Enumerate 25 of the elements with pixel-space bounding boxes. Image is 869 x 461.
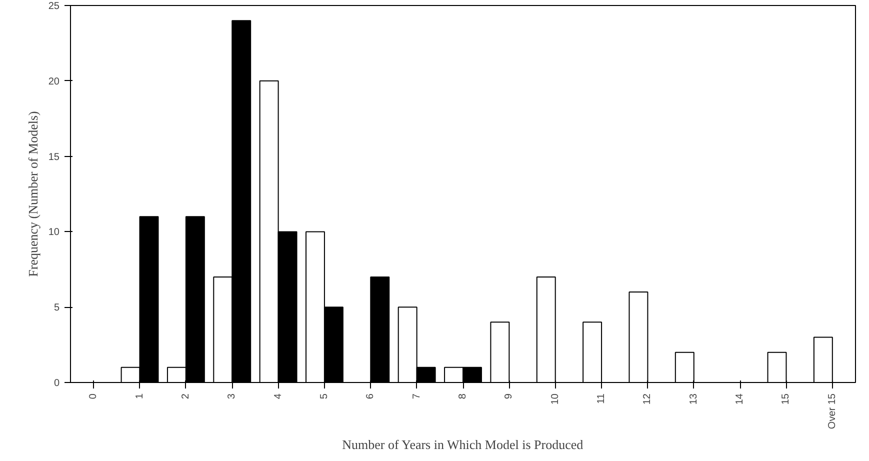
x-tick-label: 6 [365, 393, 376, 400]
y-axis-title: Frequency (Number of Models) [25, 111, 40, 277]
x-tick-label: 8 [458, 393, 468, 400]
x-tick-label: 2 [180, 393, 192, 400]
y-tick-label: 10 [48, 227, 60, 238]
x-tick-label: 12 [642, 393, 654, 405]
x-tick-label: 11 [596, 393, 608, 404]
y-tick-label: 25 [48, 1, 60, 12]
y-tick-label: 20 [48, 76, 60, 88]
x-tick-label: 3 [226, 393, 238, 400]
x-tick-label: 10 [550, 393, 561, 405]
x-tick-label: 14 [734, 393, 746, 405]
x-tick-label: 9 [504, 393, 515, 400]
x-tick-label: 15 [780, 393, 792, 405]
y-tick-label: 15 [48, 152, 60, 163]
x-tick-label: 0 [88, 393, 100, 400]
x-tick-label: 5 [318, 393, 330, 400]
x-axis-title: Number of Years in Which Model is Produced [342, 437, 584, 452]
x-tick-label: 1 [134, 393, 146, 400]
x-tick-label: 4 [272, 393, 284, 400]
y-tick-label: 5 [54, 302, 60, 314]
y-tick-label: 0 [54, 378, 60, 389]
x-tick-label: 7 [411, 393, 422, 400]
x-tick-label: Over 15 [826, 393, 838, 430]
x-tick-label: 13 [688, 393, 700, 405]
